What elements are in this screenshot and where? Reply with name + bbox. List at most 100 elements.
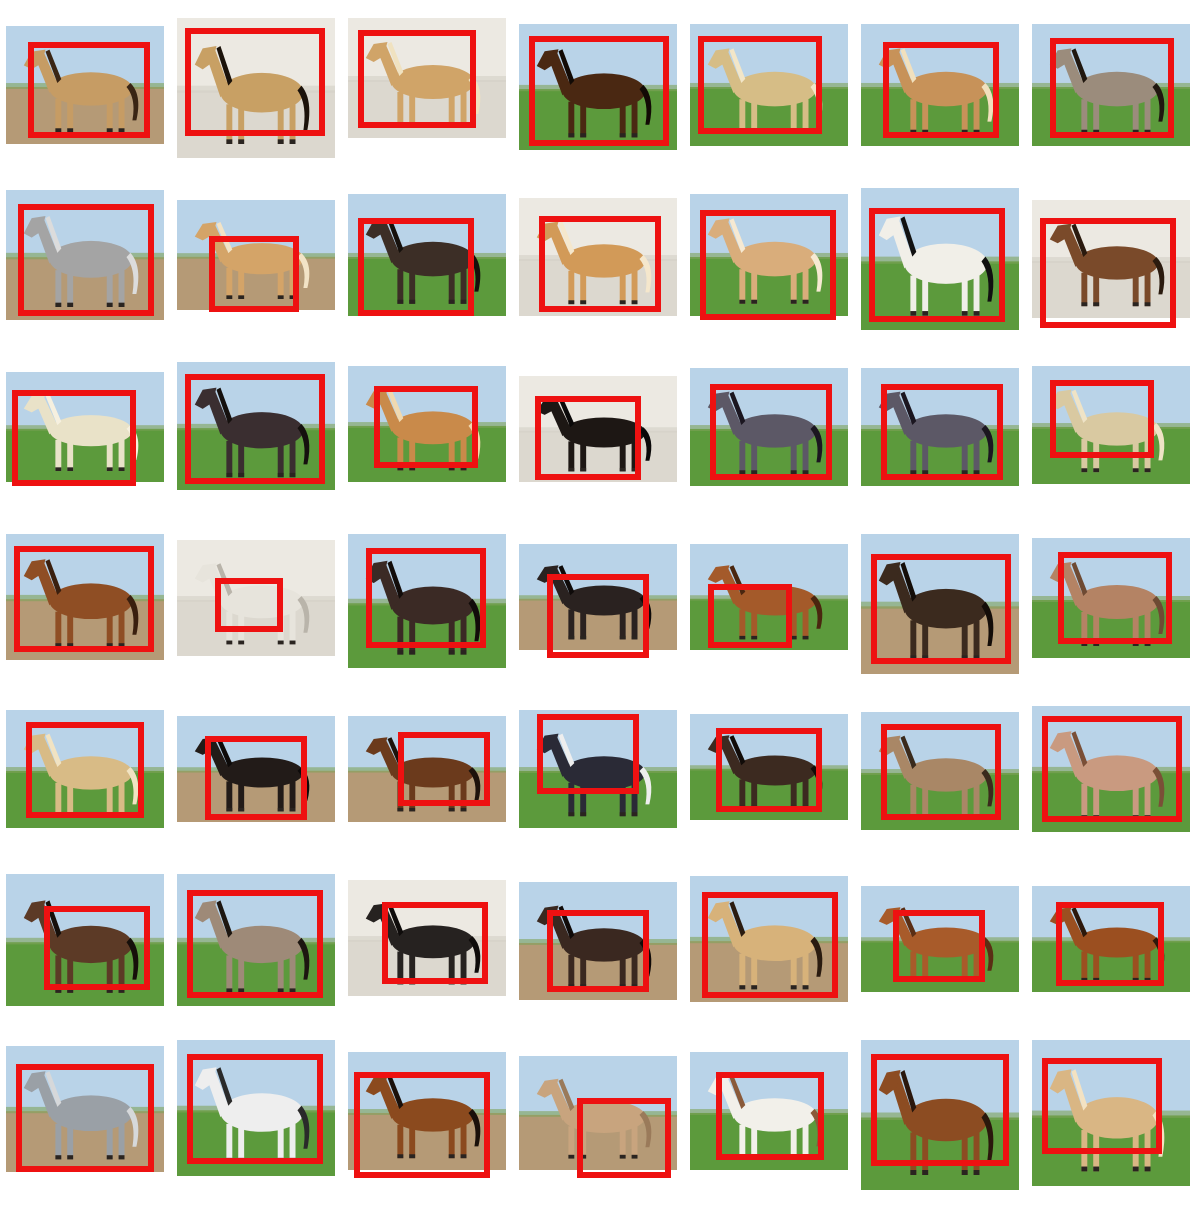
- detection-box: [1050, 380, 1154, 458]
- horse-photo: [348, 1052, 506, 1170]
- detection-box: [702, 892, 838, 998]
- detection-box: [374, 386, 478, 468]
- grid-tile: [690, 874, 861, 1045]
- detection-box: [366, 548, 486, 648]
- grid-tile: [861, 1040, 1032, 1211]
- horse-photo: [861, 886, 1019, 992]
- detection-box: [1056, 902, 1164, 986]
- grid-tile: [348, 188, 519, 359]
- grid-tile: [6, 362, 177, 533]
- detection-box: [354, 1072, 490, 1178]
- horse-photo: [519, 1056, 677, 1170]
- detection-box: [871, 1054, 1009, 1166]
- grid-tile: [690, 188, 861, 359]
- detection-box: [1050, 38, 1174, 138]
- grid-tile: [861, 706, 1032, 877]
- grid-tile: [177, 362, 348, 533]
- grid-tile: [1032, 188, 1200, 359]
- detection-box: [539, 216, 661, 312]
- detection-box: [382, 902, 488, 984]
- horse-photo: [177, 1040, 335, 1176]
- grid-tile: [861, 362, 1032, 533]
- grid-tile: [6, 1040, 177, 1211]
- detection-box: [1042, 716, 1182, 822]
- grid-tile: [519, 1040, 690, 1211]
- detection-box: [716, 728, 822, 812]
- grid-tile: [519, 18, 690, 189]
- grid-tile: [519, 534, 690, 705]
- grid-tile: [177, 534, 348, 705]
- detection-box: [883, 42, 999, 138]
- horse-photo: [690, 544, 848, 650]
- grid-tile: [348, 1040, 519, 1211]
- detection-box: [215, 578, 283, 632]
- grid-tile: [519, 874, 690, 1045]
- detection-box: [14, 546, 154, 652]
- horse-photo: [519, 710, 677, 828]
- grid-tile: [1032, 874, 1200, 1045]
- detection-box: [209, 236, 299, 312]
- detection-box: [26, 722, 144, 818]
- horse-photo: [348, 194, 506, 316]
- detection-box: [358, 30, 476, 128]
- grid-tile: [861, 18, 1032, 189]
- grid-tile: [1032, 706, 1200, 877]
- detection-box: [16, 1064, 154, 1172]
- grid-tile: [6, 874, 177, 1045]
- detection-box: [185, 28, 325, 136]
- grid-tile: [177, 1040, 348, 1211]
- detection-box: [398, 732, 490, 806]
- horse-photo: [519, 376, 677, 482]
- horse-photo: [348, 18, 506, 138]
- horse-photo: [6, 1046, 164, 1172]
- grid-tile: [690, 1040, 861, 1211]
- grid-tile: [6, 534, 177, 705]
- detection-box: [205, 736, 307, 820]
- grid-tile: [348, 874, 519, 1045]
- detection-box: [187, 1054, 323, 1164]
- horse-photo: [177, 716, 335, 822]
- grid-tile: [6, 188, 177, 359]
- grid-tile: [348, 534, 519, 705]
- detection-box: [44, 906, 150, 990]
- horse-photo: [177, 200, 335, 310]
- detection-box: [716, 1072, 824, 1160]
- grid-tile: [690, 534, 861, 705]
- detection-box: [1042, 1058, 1162, 1154]
- detection-box: [871, 554, 1011, 664]
- grid-tile: [861, 874, 1032, 1045]
- grid-tile: [177, 188, 348, 359]
- detection-box: [700, 210, 836, 320]
- horse-photo: [6, 190, 164, 320]
- grid-tile: [861, 534, 1032, 705]
- grid-tile: [177, 18, 348, 189]
- grid-tile: [1032, 1040, 1200, 1211]
- horse-photo: [1032, 1040, 1190, 1186]
- detection-box: [708, 584, 792, 648]
- horse-photo: [348, 880, 506, 996]
- detection-box: [547, 574, 649, 658]
- detection-box: [529, 36, 669, 146]
- detection-box: [185, 374, 325, 484]
- grid-tile: [1032, 534, 1200, 705]
- detection-box: [547, 910, 649, 992]
- grid-tile: [6, 18, 177, 189]
- detection-box: [18, 204, 154, 316]
- detection-box: [710, 384, 832, 480]
- detection-box: [881, 384, 1003, 480]
- horse-photo: [519, 24, 677, 150]
- horse-photo: [861, 712, 1019, 830]
- grid-tile: [348, 706, 519, 877]
- detection-box: [12, 390, 136, 486]
- detection-box: [577, 1098, 671, 1178]
- detection-box: [1058, 552, 1172, 644]
- detection-box: [893, 910, 985, 982]
- grid-tile: [690, 706, 861, 877]
- grid-tile: [348, 18, 519, 189]
- grid-tile: [1032, 18, 1200, 189]
- detection-box: [698, 36, 822, 134]
- grid-tile: [519, 362, 690, 533]
- grid-tile: [690, 18, 861, 189]
- grid-tile: [519, 188, 690, 359]
